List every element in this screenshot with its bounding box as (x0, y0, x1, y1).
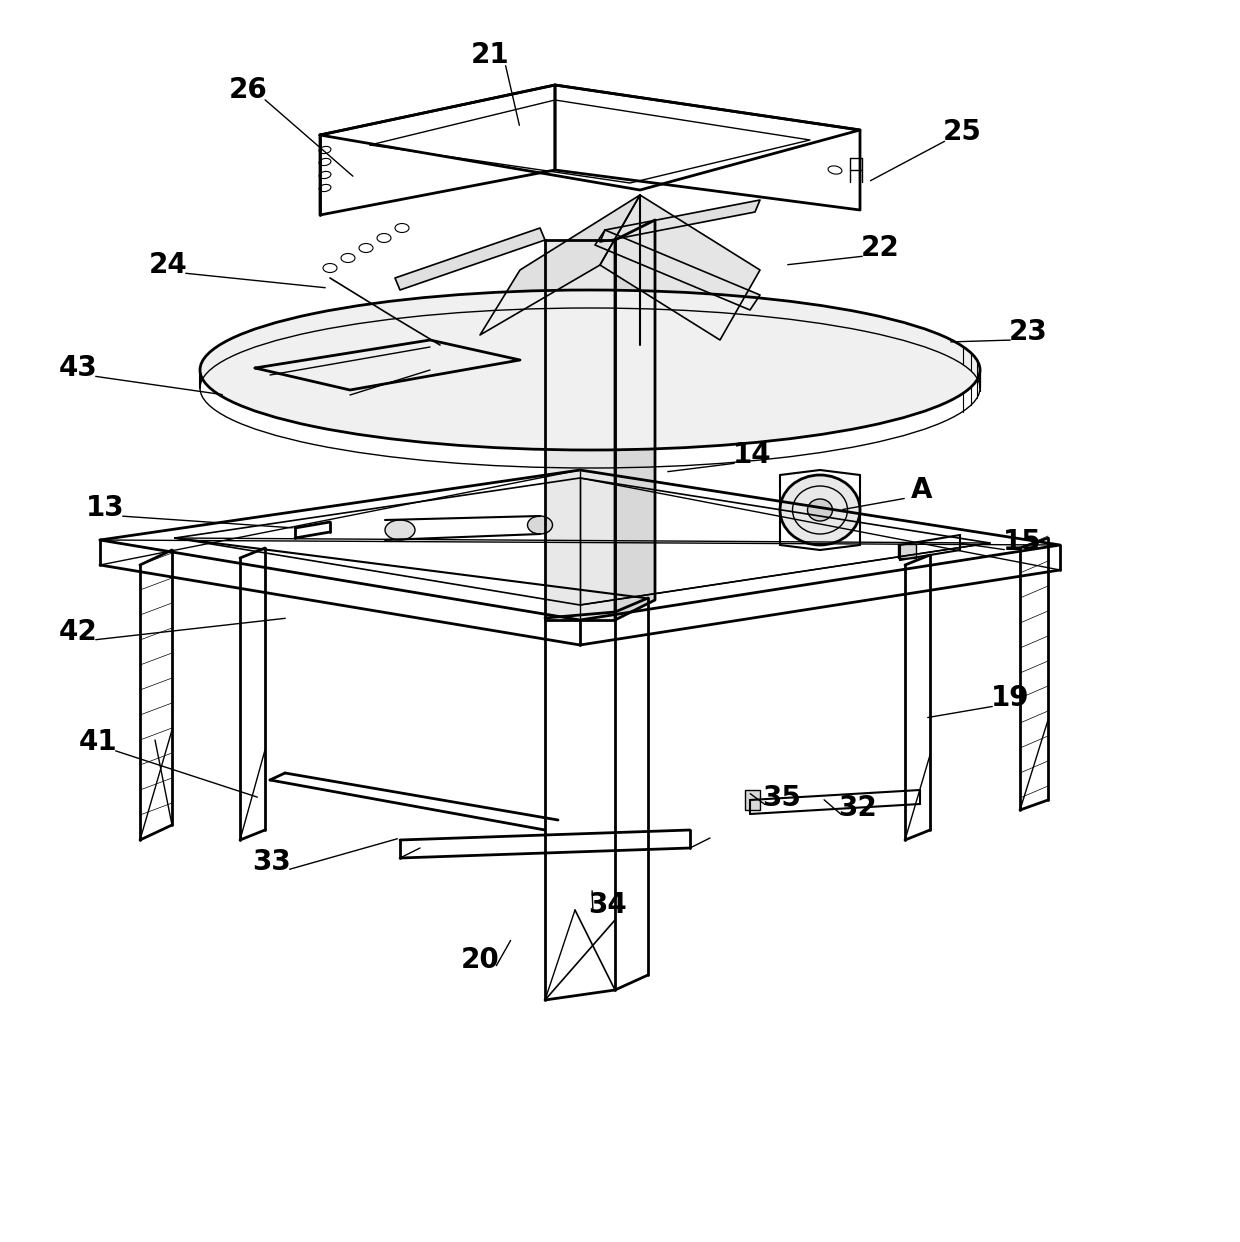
Text: 15: 15 (1003, 528, 1042, 556)
Text: 41: 41 (78, 728, 118, 756)
Text: 43: 43 (58, 354, 98, 383)
Text: 20: 20 (460, 946, 500, 974)
Text: 22: 22 (861, 233, 899, 262)
Polygon shape (396, 229, 546, 289)
Text: 23: 23 (1008, 318, 1048, 347)
Text: 24: 24 (149, 251, 187, 279)
Text: 26: 26 (228, 76, 268, 104)
Text: 34: 34 (589, 891, 627, 919)
Ellipse shape (807, 499, 832, 520)
Text: 25: 25 (942, 118, 981, 147)
Ellipse shape (780, 474, 861, 545)
Bar (745, 790, 760, 810)
Ellipse shape (384, 520, 415, 540)
Polygon shape (255, 340, 520, 390)
Text: 35: 35 (763, 784, 801, 812)
Text: 32: 32 (838, 794, 878, 822)
Text: 21: 21 (471, 41, 510, 70)
Polygon shape (615, 220, 655, 620)
Text: 19: 19 (991, 684, 1029, 712)
Bar (898, 544, 916, 558)
Polygon shape (600, 195, 760, 340)
Text: 14: 14 (733, 441, 771, 469)
Text: 42: 42 (58, 619, 98, 646)
Ellipse shape (200, 289, 980, 450)
Ellipse shape (527, 515, 553, 534)
Polygon shape (546, 240, 615, 620)
Text: 13: 13 (86, 494, 124, 522)
Polygon shape (600, 200, 760, 242)
Polygon shape (595, 230, 760, 310)
Text: 33: 33 (253, 848, 291, 876)
Text: A: A (911, 476, 932, 504)
Polygon shape (480, 195, 640, 335)
